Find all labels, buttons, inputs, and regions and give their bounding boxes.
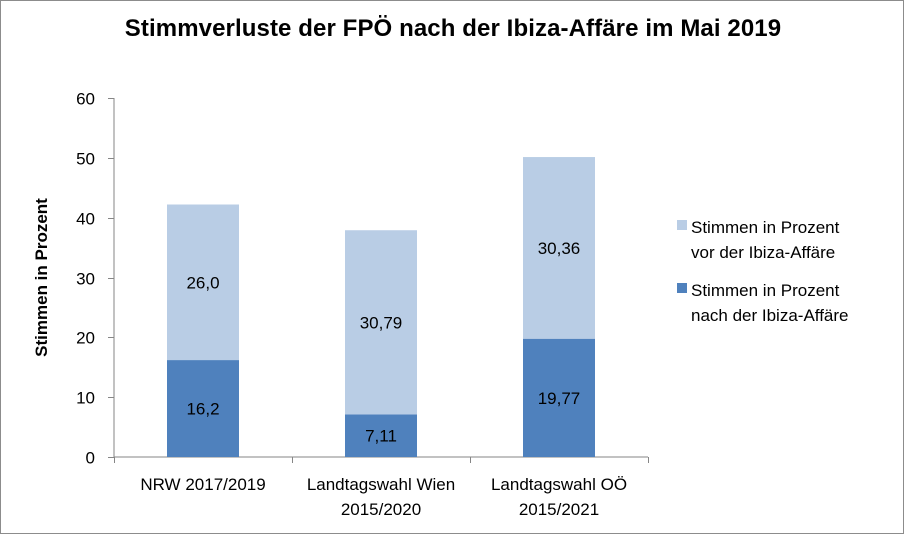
y-tick-label: 0	[86, 449, 95, 468]
y-tick-label: 50	[76, 150, 95, 169]
data-label: 26,0	[186, 273, 219, 292]
chart-title: Stimmverluste der FPÖ nach der Ibiza-Aff…	[124, 15, 782, 42]
data-label: 16,2	[186, 400, 219, 419]
bar-segment-after	[345, 414, 417, 457]
x-tick-label: Landtagswahl Wien	[307, 475, 455, 494]
bar-segment-before	[345, 230, 417, 415]
data-label: 19,77	[538, 389, 581, 408]
y-tick-label: 30	[76, 270, 95, 289]
legend-swatch	[677, 283, 687, 293]
bar-segment-after	[167, 360, 239, 457]
data-label: 30,79	[360, 313, 403, 332]
x-tick-label: Landtagswahl OÖ	[491, 475, 627, 494]
y-tick-label: 10	[76, 389, 95, 408]
x-tick-label: NRW 2017/2019	[140, 475, 265, 494]
y-tick-label: 60	[76, 90, 95, 109]
bar-segment-before	[523, 157, 595, 339]
x-tick-label: 2015/2021	[519, 500, 599, 519]
y-axis-title: Stimmen in Prozent	[32, 198, 51, 357]
data-label: 30,36	[538, 239, 581, 258]
bar-segment-after	[523, 338, 595, 457]
legend-label: Stimmen in Prozent	[691, 218, 840, 237]
data-label: 7,11	[365, 427, 397, 446]
x-tick-label: 2015/2020	[341, 500, 421, 519]
legend-label: nach der Ibiza-Affäre	[691, 306, 849, 325]
legend-label: Stimmen in Prozent	[691, 281, 840, 300]
y-tick-label: 40	[76, 210, 95, 229]
y-tick-label: 20	[76, 329, 95, 348]
bar-segment-before	[167, 204, 239, 361]
legend-label: vor der Ibiza-Affäre	[691, 243, 835, 262]
legend-swatch	[677, 220, 687, 230]
